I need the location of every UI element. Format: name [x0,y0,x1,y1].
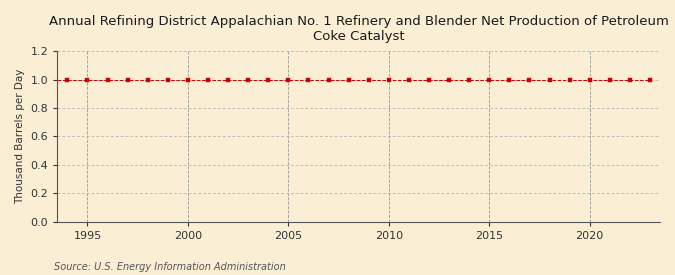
Text: Source: U.S. Energy Information Administration: Source: U.S. Energy Information Administ… [54,262,286,272]
Y-axis label: Thousand Barrels per Day: Thousand Barrels per Day [15,69,25,204]
Title: Annual Refining District Appalachian No. 1 Refinery and Blender Net Production o: Annual Refining District Appalachian No.… [49,15,669,43]
